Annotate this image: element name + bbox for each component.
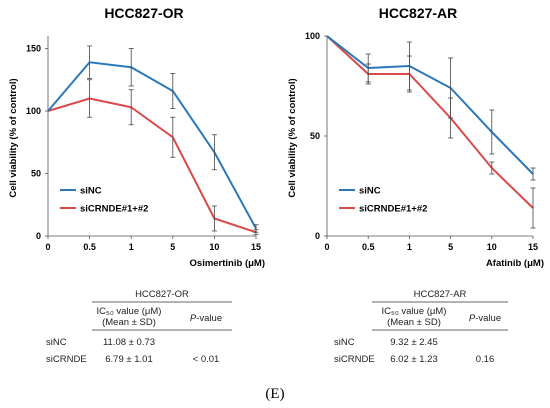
x-tick-label: 15 [528,242,538,252]
x-tick-label: 1 [129,242,134,252]
chart-title: HCC827-OR [104,5,183,21]
row-name: siNC [46,337,67,348]
x-tick-label: 0 [324,242,329,252]
x-tick-label: 15 [251,242,261,252]
ic50-table-ar: HCC827-AR IC₅₀ value (μM) (Mean ± SD) P-… [334,289,508,365]
x-axis-label: Osimertinib (μM) [190,258,265,269]
row-p: < 0.01 [193,354,220,365]
x-tick-label: 1 [407,242,412,252]
series-line-siNC [326,35,534,175]
row-ic50: 11.08 ± 0.73 [103,337,155,348]
chart-hcc827-ar: HCC827-AR Cell viability (% of control) … [287,5,544,269]
x-tick-label: 5 [170,242,175,252]
legend-label: siNC [80,186,102,197]
y-tick-label: 0 [315,231,320,241]
table-title: HCC827-OR [135,289,189,300]
x-axis-label: Afatinib (μM) [486,258,544,269]
y-tick-label: 50 [31,169,41,179]
y-tick-label: 50 [310,131,320,141]
row-name: siNC [334,337,355,348]
x-tick-label: 0.5 [362,242,375,252]
row-ic50: 6.02 ± 1.23 [390,354,437,365]
x-tick-label: 5 [448,242,453,252]
ic50-table-or: HCC827-OR IC₅₀ value (μM) (Mean ± SD) P-… [46,289,232,365]
x-tick-label: 0 [45,242,50,252]
y-tick-label: 100 [26,106,41,116]
row-ic50: 6.79 ± 1.01 [105,354,152,365]
legend-label: siCRNDE#1+#2 [359,204,427,215]
series-line-siNC [47,61,257,229]
row-ic50: 9.32 ± 2.45 [390,337,437,348]
panel-label: (E) [265,386,284,402]
header-ic50: IC₅₀ value (μM) [382,306,447,317]
row-name: siCRNDE [46,354,87,365]
y-tick-label: 150 [26,44,41,54]
x-tick-label: 0.5 [83,242,96,252]
chart-title: HCC827-AR [379,5,458,21]
y-axis-label: Cell viability (% of control) [287,78,298,197]
header-ic50-sub: (Mean ± SD) [102,317,156,328]
legend-label: siCRNDE#1+#2 [80,204,148,215]
row-name: siCRNDE [334,354,375,365]
table-title: HCC827-AR [414,289,467,300]
header-p: P-value [190,313,222,324]
header-ic50: IC₅₀ value (μM) [97,306,162,317]
legend-label: siNC [359,186,381,197]
header-p: P-value [469,313,501,324]
series-line-siCRNDE#1+#2 [47,97,257,234]
row-p: 0.16 [476,354,495,365]
series-line-siCRNDE#1+#2 [326,35,534,209]
header-ic50-sub: (Mean ± SD) [387,317,441,328]
chart-hcc827-or: HCC827-OR Cell viability (% of control) … [8,5,265,269]
y-axis-label: Cell viability (% of control) [8,78,19,197]
y-tick-label: 100 [305,31,320,41]
x-tick-label: 10 [209,242,219,252]
y-tick-label: 0 [36,231,41,241]
x-tick-label: 10 [487,242,497,252]
